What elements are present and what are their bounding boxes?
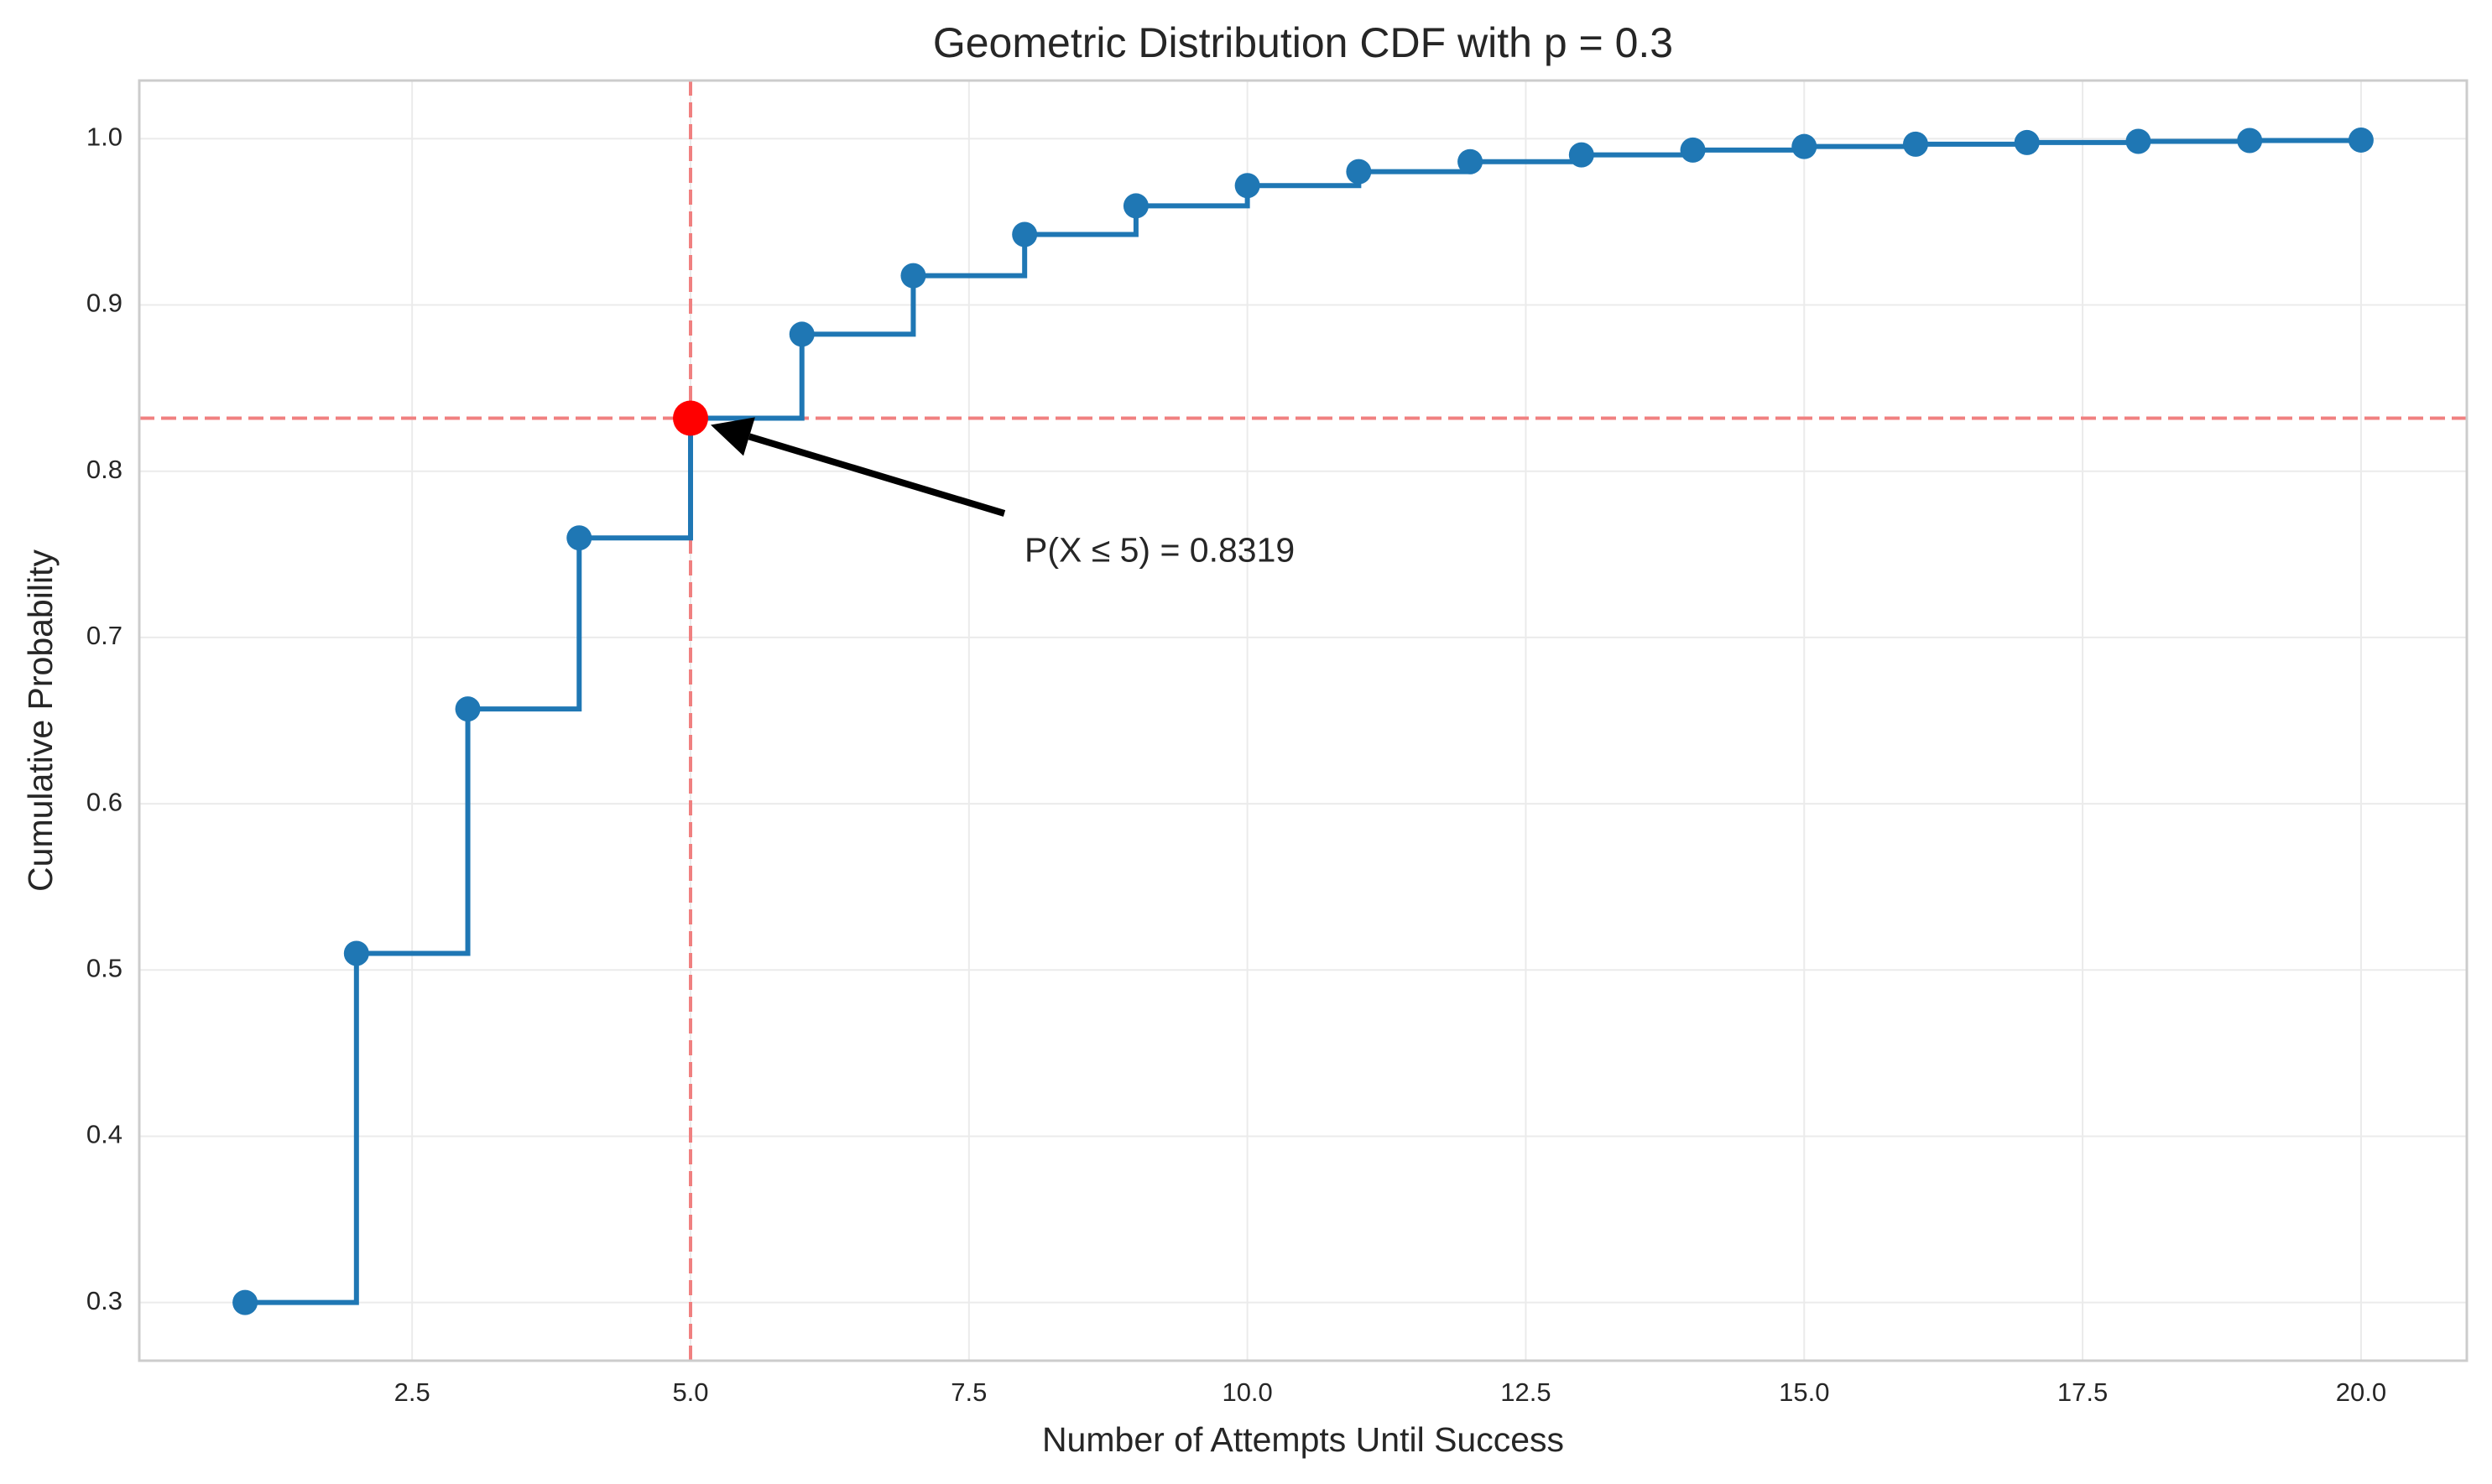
annotation-group: P(X ≤ 5) = 0.8319: [711, 417, 1295, 570]
data-point: [1791, 133, 1817, 159]
y-tick-label: 0.5: [86, 953, 123, 982]
annotation-arrow-shaft: [748, 433, 1006, 517]
x-axis-label: Number of Attempts Until Success: [1042, 1420, 1564, 1459]
y-tick-label: 0.3: [86, 1286, 123, 1315]
data-point: [343, 940, 369, 966]
data-point: [2237, 128, 2263, 154]
y-axis-ticks: 0.3 0.4 0.5 0.6 0.7 0.8 0.9 1.0: [86, 122, 123, 1315]
data-point: [232, 1289, 258, 1315]
data-point: [1568, 142, 1594, 168]
y-axis-label: Cumulative Probability: [21, 549, 60, 892]
data-point: [900, 263, 926, 289]
x-tick-label: 10.0: [1222, 1377, 1272, 1407]
y-tick-label: 0.9: [86, 289, 123, 318]
data-point: [566, 525, 592, 551]
annotation-arrowhead: [711, 417, 755, 456]
y-tick-label: 0.4: [86, 1120, 123, 1149]
data-point: [2125, 128, 2151, 154]
y-tick-label: 0.7: [86, 621, 123, 650]
grid: [139, 81, 2467, 1361]
data-point: [455, 696, 481, 722]
annotation-text: P(X ≤ 5) = 0.8319: [1024, 531, 1295, 570]
highlight-point: [673, 400, 708, 436]
x-tick-label: 20.0: [2336, 1377, 2386, 1407]
y-tick-label: 0.6: [86, 787, 123, 816]
data-point: [2014, 129, 2040, 155]
data-point: [789, 321, 815, 347]
x-tick-label: 7.5: [951, 1377, 987, 1407]
plot-frame: [138, 79, 2469, 1362]
data-point: [1012, 221, 1038, 247]
data-point: [1123, 193, 1149, 219]
x-tick-label: 17.5: [2057, 1377, 2108, 1407]
data-point: [1680, 137, 1706, 163]
x-axis-ticks: 2.5 5.0 7.5 10.0 12.5 15.0 17.5 20.0: [394, 1377, 2386, 1407]
x-tick-label: 5.0: [672, 1377, 708, 1407]
data-point: [1457, 148, 1483, 174]
data-point: [2348, 127, 2374, 153]
highlight-group: [673, 400, 708, 436]
reference-lines: [139, 81, 2467, 1361]
data-point: [1346, 159, 1372, 185]
x-tick-label: 15.0: [1779, 1377, 1829, 1407]
y-tick-label: 1.0: [86, 122, 123, 152]
data-point: [1903, 131, 1928, 157]
x-tick-label: 2.5: [394, 1377, 430, 1407]
y-tick-label: 0.8: [86, 455, 123, 484]
data-point: [1234, 173, 1260, 199]
x-tick-label: 12.5: [1500, 1377, 1551, 1407]
chart-title: Geometric Distribution CDF with p = 0.3: [933, 19, 1673, 66]
